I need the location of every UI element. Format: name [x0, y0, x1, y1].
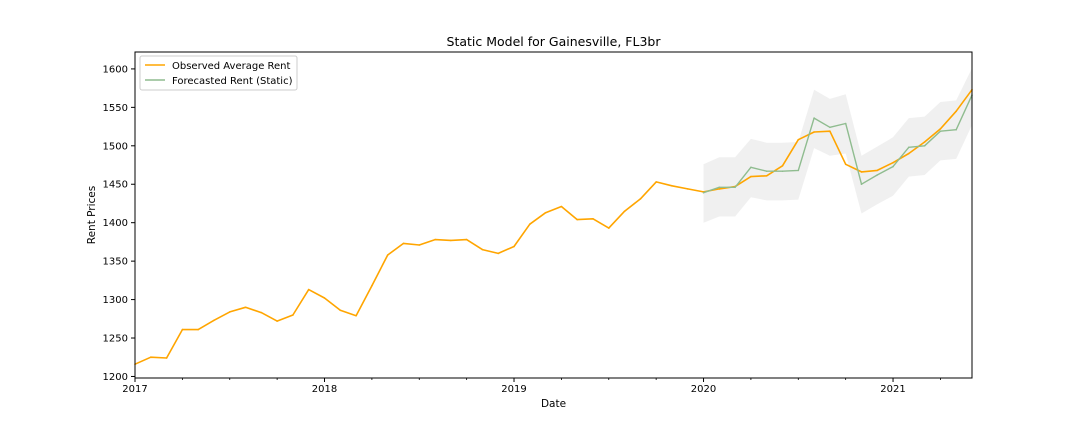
- axis-ticks-layer: 1200 1250 1300 1350 1400 1450 1500 1550 1600 2017…: [103, 64, 941, 395]
- data-point-observed: [908, 152, 910, 155]
- data-point-observed: [260, 311, 263, 314]
- legend-label-forecast: Forecasted Rent (Static): [172, 76, 293, 87]
- confidence-band-layer: [703, 68, 972, 223]
- x-tick-label: 2019: [501, 384, 526, 395]
- data-point-observed: [386, 254, 389, 256]
- y-tick-label: 1250: [103, 334, 128, 345]
- data-point-observed: [765, 175, 768, 177]
- data-point-observed: [955, 110, 957, 112]
- data-point-forecast: [939, 130, 942, 132]
- data-point-forecast: [702, 191, 705, 194]
- data-point-observed: [892, 161, 894, 164]
- data-point-forecast: [844, 122, 847, 125]
- data-point-forecast: [734, 186, 736, 189]
- data-point-forecast: [955, 128, 957, 131]
- data-point-observed: [923, 141, 926, 143]
- data-point-observed: [860, 171, 863, 173]
- data-point-observed: [671, 185, 673, 187]
- data-point-observed: [465, 238, 468, 241]
- data-point-observed: [529, 223, 531, 225]
- x-tick-label: 2018: [312, 384, 337, 395]
- data-point-observed: [718, 188, 721, 190]
- data-point-forecast: [813, 117, 815, 119]
- data-point-observed: [434, 238, 436, 241]
- x-tick-label: 2021: [880, 384, 905, 395]
- data-point-observed: [481, 248, 484, 251]
- series-line-observed: [134, 89, 973, 365]
- y-tick-label: 1300: [103, 295, 128, 306]
- data-point-forecast: [781, 170, 784, 172]
- chart-title: Static Model for Gainesville, FL3br: [447, 34, 662, 49]
- y-tick-label: 1450: [103, 180, 128, 191]
- data-point-observed: [402, 242, 405, 245]
- y-tick-label: 1500: [103, 141, 128, 152]
- data-point-observed: [608, 227, 610, 229]
- data-point-observed: [592, 218, 594, 220]
- data-point-observed: [655, 181, 657, 183]
- series-lines-layer: [134, 88, 973, 366]
- data-point-observed: [150, 356, 152, 359]
- y-tick-label: 1550: [103, 103, 128, 114]
- data-point-forecast: [860, 183, 863, 185]
- data-point-observed: [797, 138, 800, 141]
- data-point-observed: [829, 130, 831, 132]
- data-point-forecast: [923, 145, 926, 147]
- data-point-observed: [197, 328, 199, 331]
- data-point-forecast: [797, 169, 800, 172]
- data-point-observed: [544, 211, 547, 214]
- data-point-observed: [355, 314, 357, 317]
- data-point-observed: [497, 252, 500, 255]
- data-point-observed: [513, 245, 515, 248]
- data-point-observed: [323, 297, 326, 299]
- data-point-forecast: [765, 170, 768, 172]
- forecast-confidence-band: [703, 68, 972, 223]
- data-point-observed: [623, 210, 626, 212]
- data-point-observed: [292, 314, 294, 316]
- data-point-forecast: [908, 146, 910, 149]
- x-tick-label: 2017: [122, 384, 147, 395]
- data-point-observed: [750, 175, 752, 178]
- x-axis-label: Date: [541, 398, 566, 410]
- legend: Observed Average Rent Forecasted Rent (S…: [139, 55, 298, 91]
- data-point-observed: [813, 131, 815, 133]
- data-point-forecast: [718, 186, 721, 189]
- data-point-observed: [939, 128, 942, 130]
- y-tick-label: 1200: [103, 372, 128, 383]
- data-point-observed: [244, 306, 247, 309]
- data-point-forecast: [750, 166, 752, 169]
- data-point-observed: [418, 244, 421, 246]
- data-point-observed: [639, 198, 642, 200]
- data-point-observed: [450, 239, 452, 242]
- data-point-observed: [307, 288, 310, 291]
- data-point-observed: [560, 205, 563, 208]
- y-tick-label: 1350: [103, 257, 128, 268]
- y-tick-label: 1400: [103, 218, 128, 229]
- data-point-forecast: [829, 126, 831, 129]
- y-tick-label: 1600: [103, 64, 128, 75]
- series-line-forecast: [703, 94, 973, 194]
- data-point-observed: [276, 320, 278, 322]
- data-point-observed: [165, 357, 168, 359]
- x-tick-label: 2020: [691, 384, 716, 395]
- data-point-observed: [876, 169, 878, 172]
- data-point-observed: [339, 309, 342, 312]
- data-point-observed: [371, 284, 373, 287]
- data-point-observed: [213, 319, 215, 322]
- data-point-forecast: [892, 165, 894, 168]
- data-point-observed: [181, 328, 184, 331]
- y-axis-label: Rent Prices: [86, 186, 98, 244]
- plot-frame: [134, 51, 973, 379]
- legend-label-observed: Observed Average Rent: [172, 61, 291, 72]
- data-point-observed: [576, 218, 578, 221]
- data-point-observed: [844, 163, 847, 166]
- data-point-observed: [229, 311, 231, 313]
- data-point-observed: [686, 188, 689, 190]
- data-point-forecast: [876, 174, 878, 176]
- legend-box: [139, 55, 298, 91]
- data-point-observed: [781, 165, 784, 167]
